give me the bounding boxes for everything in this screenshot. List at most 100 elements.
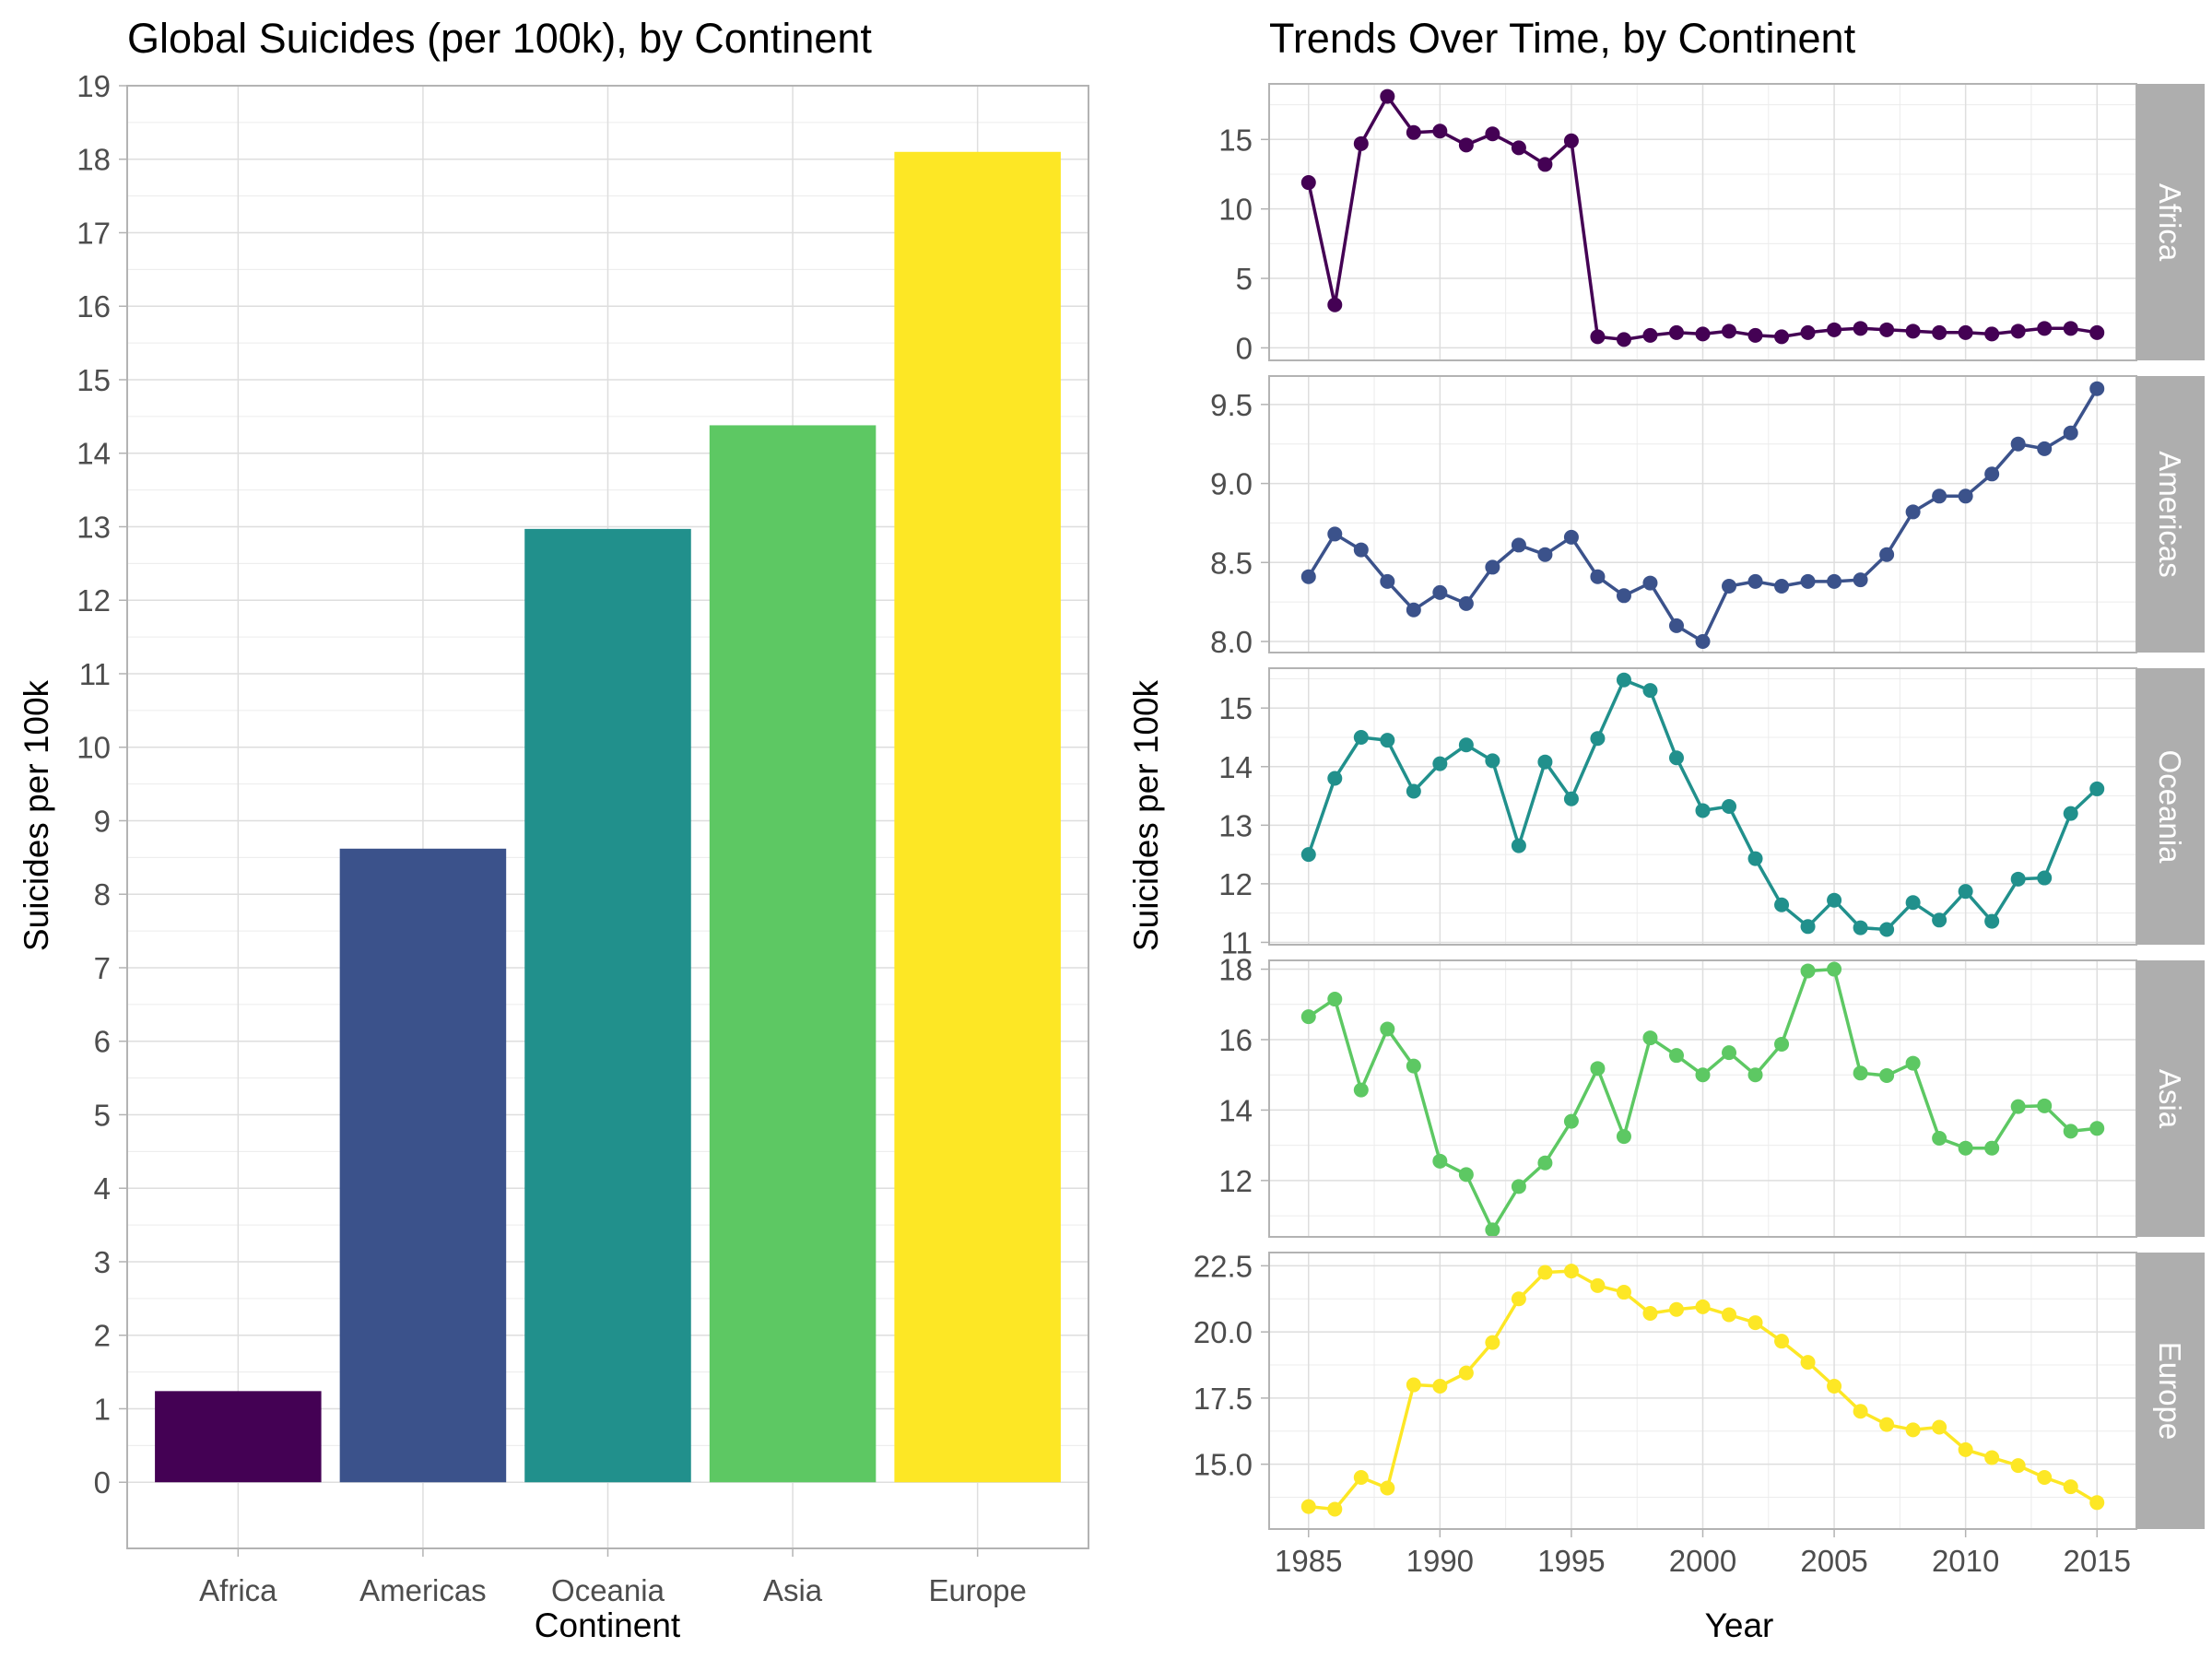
bar-y-tick-label: 9 bbox=[94, 804, 111, 838]
series-point-oceania bbox=[1984, 913, 2000, 929]
series-point-americas bbox=[2089, 381, 2105, 396]
bar-y-tick-label: 14 bbox=[76, 437, 111, 471]
line-chart-facets: 0 5 10 15 Africa 8.0 8.5 9.0 9.5 Americas 11 12 13 14… bbox=[1194, 83, 2205, 1578]
series-point-africa bbox=[1800, 324, 1816, 340]
series-point-americas bbox=[1774, 579, 1790, 594]
series-point-europe bbox=[1458, 1365, 1474, 1381]
series-point-europe bbox=[1300, 1499, 1316, 1514]
series-point-americas bbox=[2010, 436, 2026, 452]
bar-y-tick-label: 2 bbox=[94, 1319, 111, 1353]
series-point-asia bbox=[1327, 992, 1343, 1007]
series-point-europe bbox=[1406, 1377, 1421, 1393]
series-point-europe bbox=[1958, 1441, 1973, 1457]
line-chart-title: Trends Over Time, by Continent bbox=[1269, 15, 1856, 62]
series-point-europe bbox=[1722, 1307, 1737, 1323]
series-point-oceania bbox=[1563, 791, 1579, 806]
series-point-oceania bbox=[2089, 781, 2105, 796]
series-point-asia bbox=[1668, 1048, 1684, 1064]
series-point-asia bbox=[1879, 1067, 1895, 1083]
series-point-europe bbox=[1353, 1470, 1369, 1486]
series-point-asia bbox=[1958, 1140, 1973, 1156]
bar-africa bbox=[155, 1391, 322, 1483]
facet-y-tick-label: 12 bbox=[1218, 867, 1253, 901]
bar-x-tick-label: Europe bbox=[928, 1573, 1026, 1607]
series-point-americas bbox=[1300, 569, 1316, 584]
series-point-asia bbox=[1800, 963, 1816, 979]
series-point-asia bbox=[1511, 1179, 1526, 1194]
series-point-americas bbox=[1458, 595, 1474, 611]
facet-asia: 12 14 16 18 Asia bbox=[1218, 953, 2205, 1238]
bar-y-tick-label: 15 bbox=[76, 363, 111, 397]
series-point-asia bbox=[1722, 1045, 1737, 1061]
series-point-asia bbox=[1905, 1055, 1921, 1071]
series-point-americas bbox=[1958, 488, 1973, 504]
series-point-oceania bbox=[1827, 892, 1842, 908]
series-point-europe bbox=[1590, 1277, 1606, 1293]
bar-y-tick-label: 11 bbox=[79, 657, 111, 691]
series-point-oceania bbox=[2063, 806, 2078, 821]
bar-y-tick-label: 4 bbox=[94, 1171, 111, 1206]
series-point-europe bbox=[2010, 1458, 2026, 1474]
facet-strip-label: Africa bbox=[2153, 183, 2187, 262]
series-point-europe bbox=[1853, 1404, 1868, 1419]
series-point-asia bbox=[1932, 1130, 1947, 1146]
line-x-tick-label: 2010 bbox=[1932, 1544, 1999, 1578]
bar-y-tick-label: 6 bbox=[94, 1025, 111, 1059]
series-point-africa bbox=[1537, 157, 1553, 172]
series-point-africa bbox=[1642, 327, 1658, 343]
series-point-europe bbox=[1879, 1417, 1895, 1432]
bar-y-tick-label: 18 bbox=[76, 143, 111, 177]
bar-chart-x-axis-title: Continent bbox=[535, 1606, 681, 1644]
bar-y-tick-label: 0 bbox=[94, 1465, 111, 1500]
series-point-africa bbox=[1327, 297, 1343, 312]
bar-x-tick-label: Asia bbox=[763, 1573, 823, 1607]
series-point-asia bbox=[1406, 1058, 1421, 1074]
bar-panel-border bbox=[126, 85, 1089, 1549]
facet-y-tick-label: 11 bbox=[1221, 925, 1253, 959]
series-point-oceania bbox=[1590, 731, 1606, 747]
series-point-oceania bbox=[1380, 733, 1395, 748]
series-point-europe bbox=[1432, 1378, 1448, 1394]
bar-chart-title: Global Suicides (per 100k), by Continent bbox=[127, 15, 872, 62]
series-point-africa bbox=[1695, 326, 1711, 342]
series-point-africa bbox=[1774, 329, 1790, 345]
facet-oceania: 11 12 13 14 15 Oceania bbox=[1218, 667, 2205, 959]
series-point-oceania bbox=[1432, 756, 1448, 771]
facet-strip bbox=[2136, 960, 2205, 1237]
facet-y-tick-label: 8.5 bbox=[1210, 546, 1253, 580]
bar-y-tick-label: 19 bbox=[76, 69, 111, 103]
series-point-asia bbox=[1458, 1167, 1474, 1182]
series-point-asia bbox=[1353, 1082, 1369, 1098]
series-point-asia bbox=[1642, 1030, 1658, 1046]
series-point-europe bbox=[1380, 1480, 1395, 1496]
series-point-asia bbox=[1984, 1140, 2000, 1156]
series-point-americas bbox=[1616, 588, 1631, 604]
facet-strip-label: Asia bbox=[2153, 1069, 2187, 1129]
series-point-oceania bbox=[1879, 922, 1895, 937]
series-point-africa bbox=[1485, 126, 1500, 142]
series-point-americas bbox=[1905, 504, 1921, 520]
series-point-europe bbox=[1642, 1306, 1658, 1322]
line-chart-y-axis-title: Suicides per 100k bbox=[1127, 679, 1165, 951]
series-point-europe bbox=[1563, 1264, 1579, 1279]
line-x-tick-label: 1990 bbox=[1406, 1544, 1474, 1578]
series-point-americas bbox=[1537, 547, 1553, 562]
series-point-americas bbox=[1590, 569, 1606, 584]
series-point-africa bbox=[1406, 124, 1421, 140]
series-point-oceania bbox=[1695, 803, 1711, 818]
series-point-africa bbox=[1853, 321, 1868, 336]
series-point-europe bbox=[1616, 1285, 1631, 1300]
series-point-africa bbox=[1458, 137, 1474, 153]
series-point-europe bbox=[1537, 1265, 1553, 1280]
series-point-americas bbox=[1511, 537, 1526, 553]
series-point-africa bbox=[2010, 324, 2026, 339]
series-point-oceania bbox=[1642, 683, 1658, 699]
series-point-americas bbox=[1932, 488, 1947, 504]
line-x-tick-label: 1995 bbox=[1537, 1544, 1605, 1578]
bar-x-tick-label: Africa bbox=[199, 1573, 277, 1607]
facet-y-tick-label: 18 bbox=[1218, 953, 1253, 987]
series-point-oceania bbox=[1406, 783, 1421, 799]
series-point-asia bbox=[1853, 1065, 1868, 1081]
bar-y-tick-label: 1 bbox=[94, 1392, 111, 1426]
